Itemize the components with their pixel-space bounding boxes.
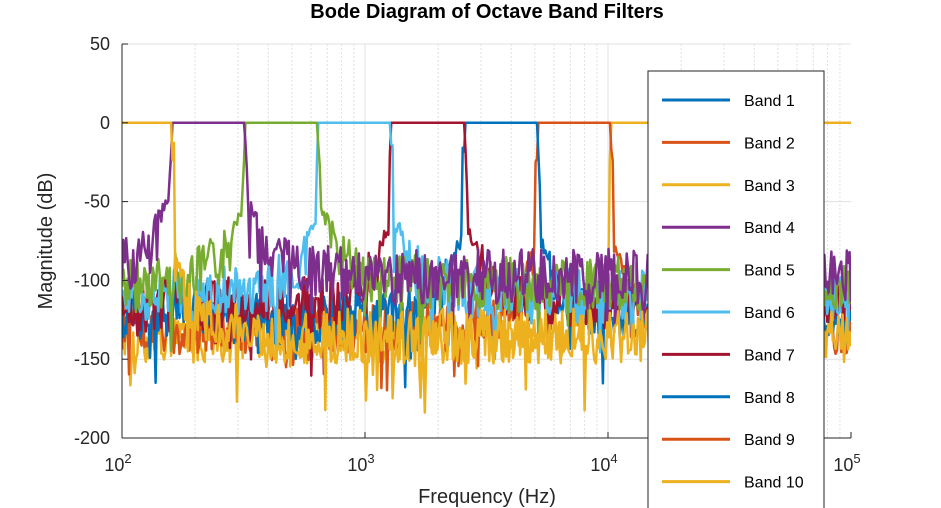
legend-label: Band 8 — [744, 390, 795, 407]
y-tick-label: -150 — [74, 349, 110, 369]
legend-box — [647, 70, 825, 508]
x-tick-label: 105 — [833, 451, 860, 475]
legend-label: Band 10 — [744, 475, 804, 492]
y-tick-label: -200 — [74, 428, 110, 448]
y-axis-label: Magnitude (dB) — [35, 173, 57, 310]
legend-label: Band 9 — [744, 432, 795, 449]
legend-label: Band 4 — [744, 220, 795, 237]
y-tick-label: -100 — [74, 270, 110, 290]
x-tick-label: 103 — [347, 451, 374, 475]
chart-title: Bode Diagram of Octave Band Filters — [310, 1, 663, 23]
legend-label: Band 2 — [744, 135, 795, 152]
y-tick-label: -50 — [84, 192, 110, 212]
legend: Band 1 Band 2 Band 3 Band 4 Band 5 Band 6 Band… — [647, 70, 825, 508]
y-tick-label: 0 — [100, 113, 110, 133]
x-tick-label: 102 — [104, 451, 131, 475]
legend-label: Band 3 — [744, 178, 795, 195]
legend-label: Band 6 — [744, 305, 795, 322]
legend-label: Band 7 — [744, 347, 795, 364]
legend-label: Band 1 — [744, 93, 795, 110]
legend-label: Band 5 — [744, 263, 795, 280]
y-tick-label: 50 — [90, 34, 110, 54]
x-tick-label: 104 — [590, 451, 617, 475]
x-axis-label: Frequency (Hz) — [418, 486, 556, 508]
